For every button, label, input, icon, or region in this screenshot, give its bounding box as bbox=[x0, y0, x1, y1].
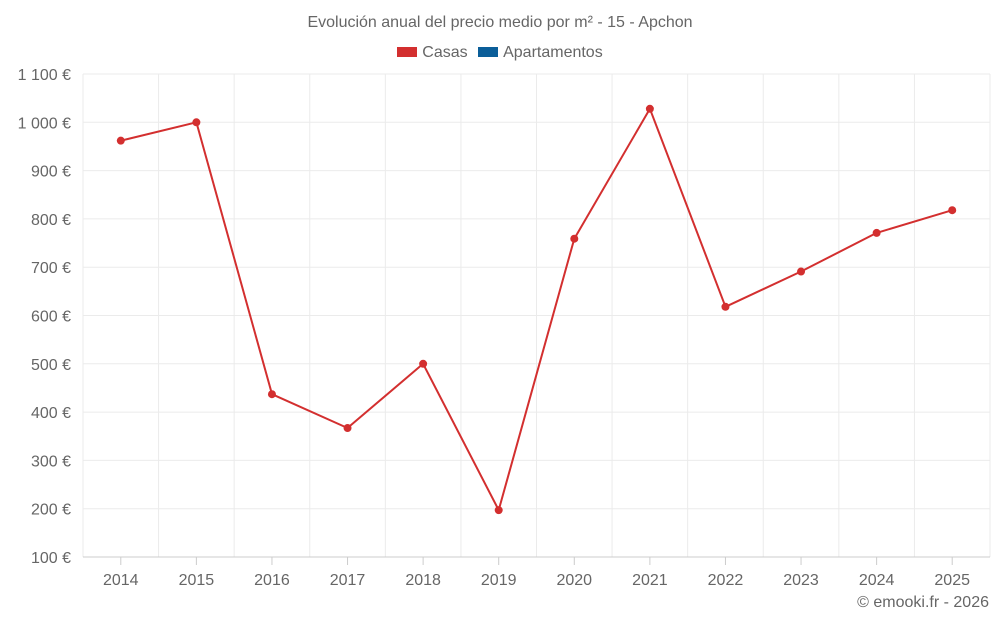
series-casas bbox=[116, 104, 957, 515]
data-point-casas[interactable] bbox=[872, 228, 881, 237]
data-point-casas[interactable] bbox=[494, 506, 503, 515]
legend-item-apartamentos[interactable]: Apartamentos bbox=[478, 44, 603, 62]
y-tick-label: 200 € bbox=[31, 502, 71, 519]
x-tick-label: 2025 bbox=[934, 572, 970, 589]
y-tick-label: 700 € bbox=[31, 260, 71, 277]
legend-label-casas: Casas bbox=[422, 44, 468, 61]
x-tick-label: 2019 bbox=[481, 572, 517, 589]
y-tick-label: 600 € bbox=[31, 309, 71, 326]
y-tick-label: 500 € bbox=[31, 357, 71, 374]
data-point-casas[interactable] bbox=[721, 302, 730, 311]
x-tick-label: 2023 bbox=[783, 572, 819, 589]
y-tick-label: 300 € bbox=[31, 453, 71, 470]
x-tick-label: 2015 bbox=[179, 572, 215, 589]
series-line-casas bbox=[120, 107, 953, 512]
data-point-casas[interactable] bbox=[797, 267, 806, 276]
legend: Casas Apartamentos bbox=[0, 44, 1000, 62]
x-tick-label: 2014 bbox=[103, 572, 139, 589]
data-point-casas[interactable] bbox=[570, 234, 579, 243]
legend-swatch-apartamentos bbox=[478, 46, 499, 57]
data-point-casas[interactable] bbox=[343, 424, 352, 433]
x-tick-label: 2022 bbox=[708, 572, 744, 589]
y-tick-label: 1 000 € bbox=[18, 115, 71, 132]
data-point-casas[interactable] bbox=[948, 206, 957, 215]
credit-text: © emooki.fr - 2026 bbox=[857, 594, 989, 611]
data-point-casas[interactable] bbox=[419, 359, 428, 368]
legend-label-apartamentos: Apartamentos bbox=[503, 44, 603, 61]
x-tick-label: 2021 bbox=[632, 572, 668, 589]
x-tick-label: 2018 bbox=[405, 572, 441, 589]
data-point-casas[interactable] bbox=[645, 104, 654, 113]
y-tick-label: 100 € bbox=[31, 550, 71, 567]
data-point-casas[interactable] bbox=[192, 118, 201, 127]
y-tick-label: 1 100 € bbox=[18, 67, 71, 84]
legend-item-casas[interactable]: Casas bbox=[397, 44, 468, 62]
legend-swatch-casas bbox=[397, 46, 418, 57]
chart-title: Evolución anual del precio medio por m² … bbox=[307, 14, 693, 31]
y-tick-label: 800 € bbox=[31, 212, 71, 229]
x-tick-label: 2020 bbox=[556, 572, 592, 589]
x-tick-label: 2016 bbox=[254, 572, 290, 589]
x-tick-label: 2024 bbox=[859, 572, 895, 589]
data-point-casas[interactable] bbox=[116, 136, 125, 145]
grid bbox=[82, 73, 991, 557]
axes: 100 € 200 € 300 € 400 € 500 € 600 € 700 € 800 €… bbox=[18, 67, 990, 589]
y-tick-label: 400 € bbox=[31, 405, 71, 422]
x-tick-label: 2017 bbox=[330, 572, 366, 589]
y-tick-label: 900 € bbox=[31, 164, 71, 181]
data-point-casas[interactable] bbox=[267, 390, 276, 399]
